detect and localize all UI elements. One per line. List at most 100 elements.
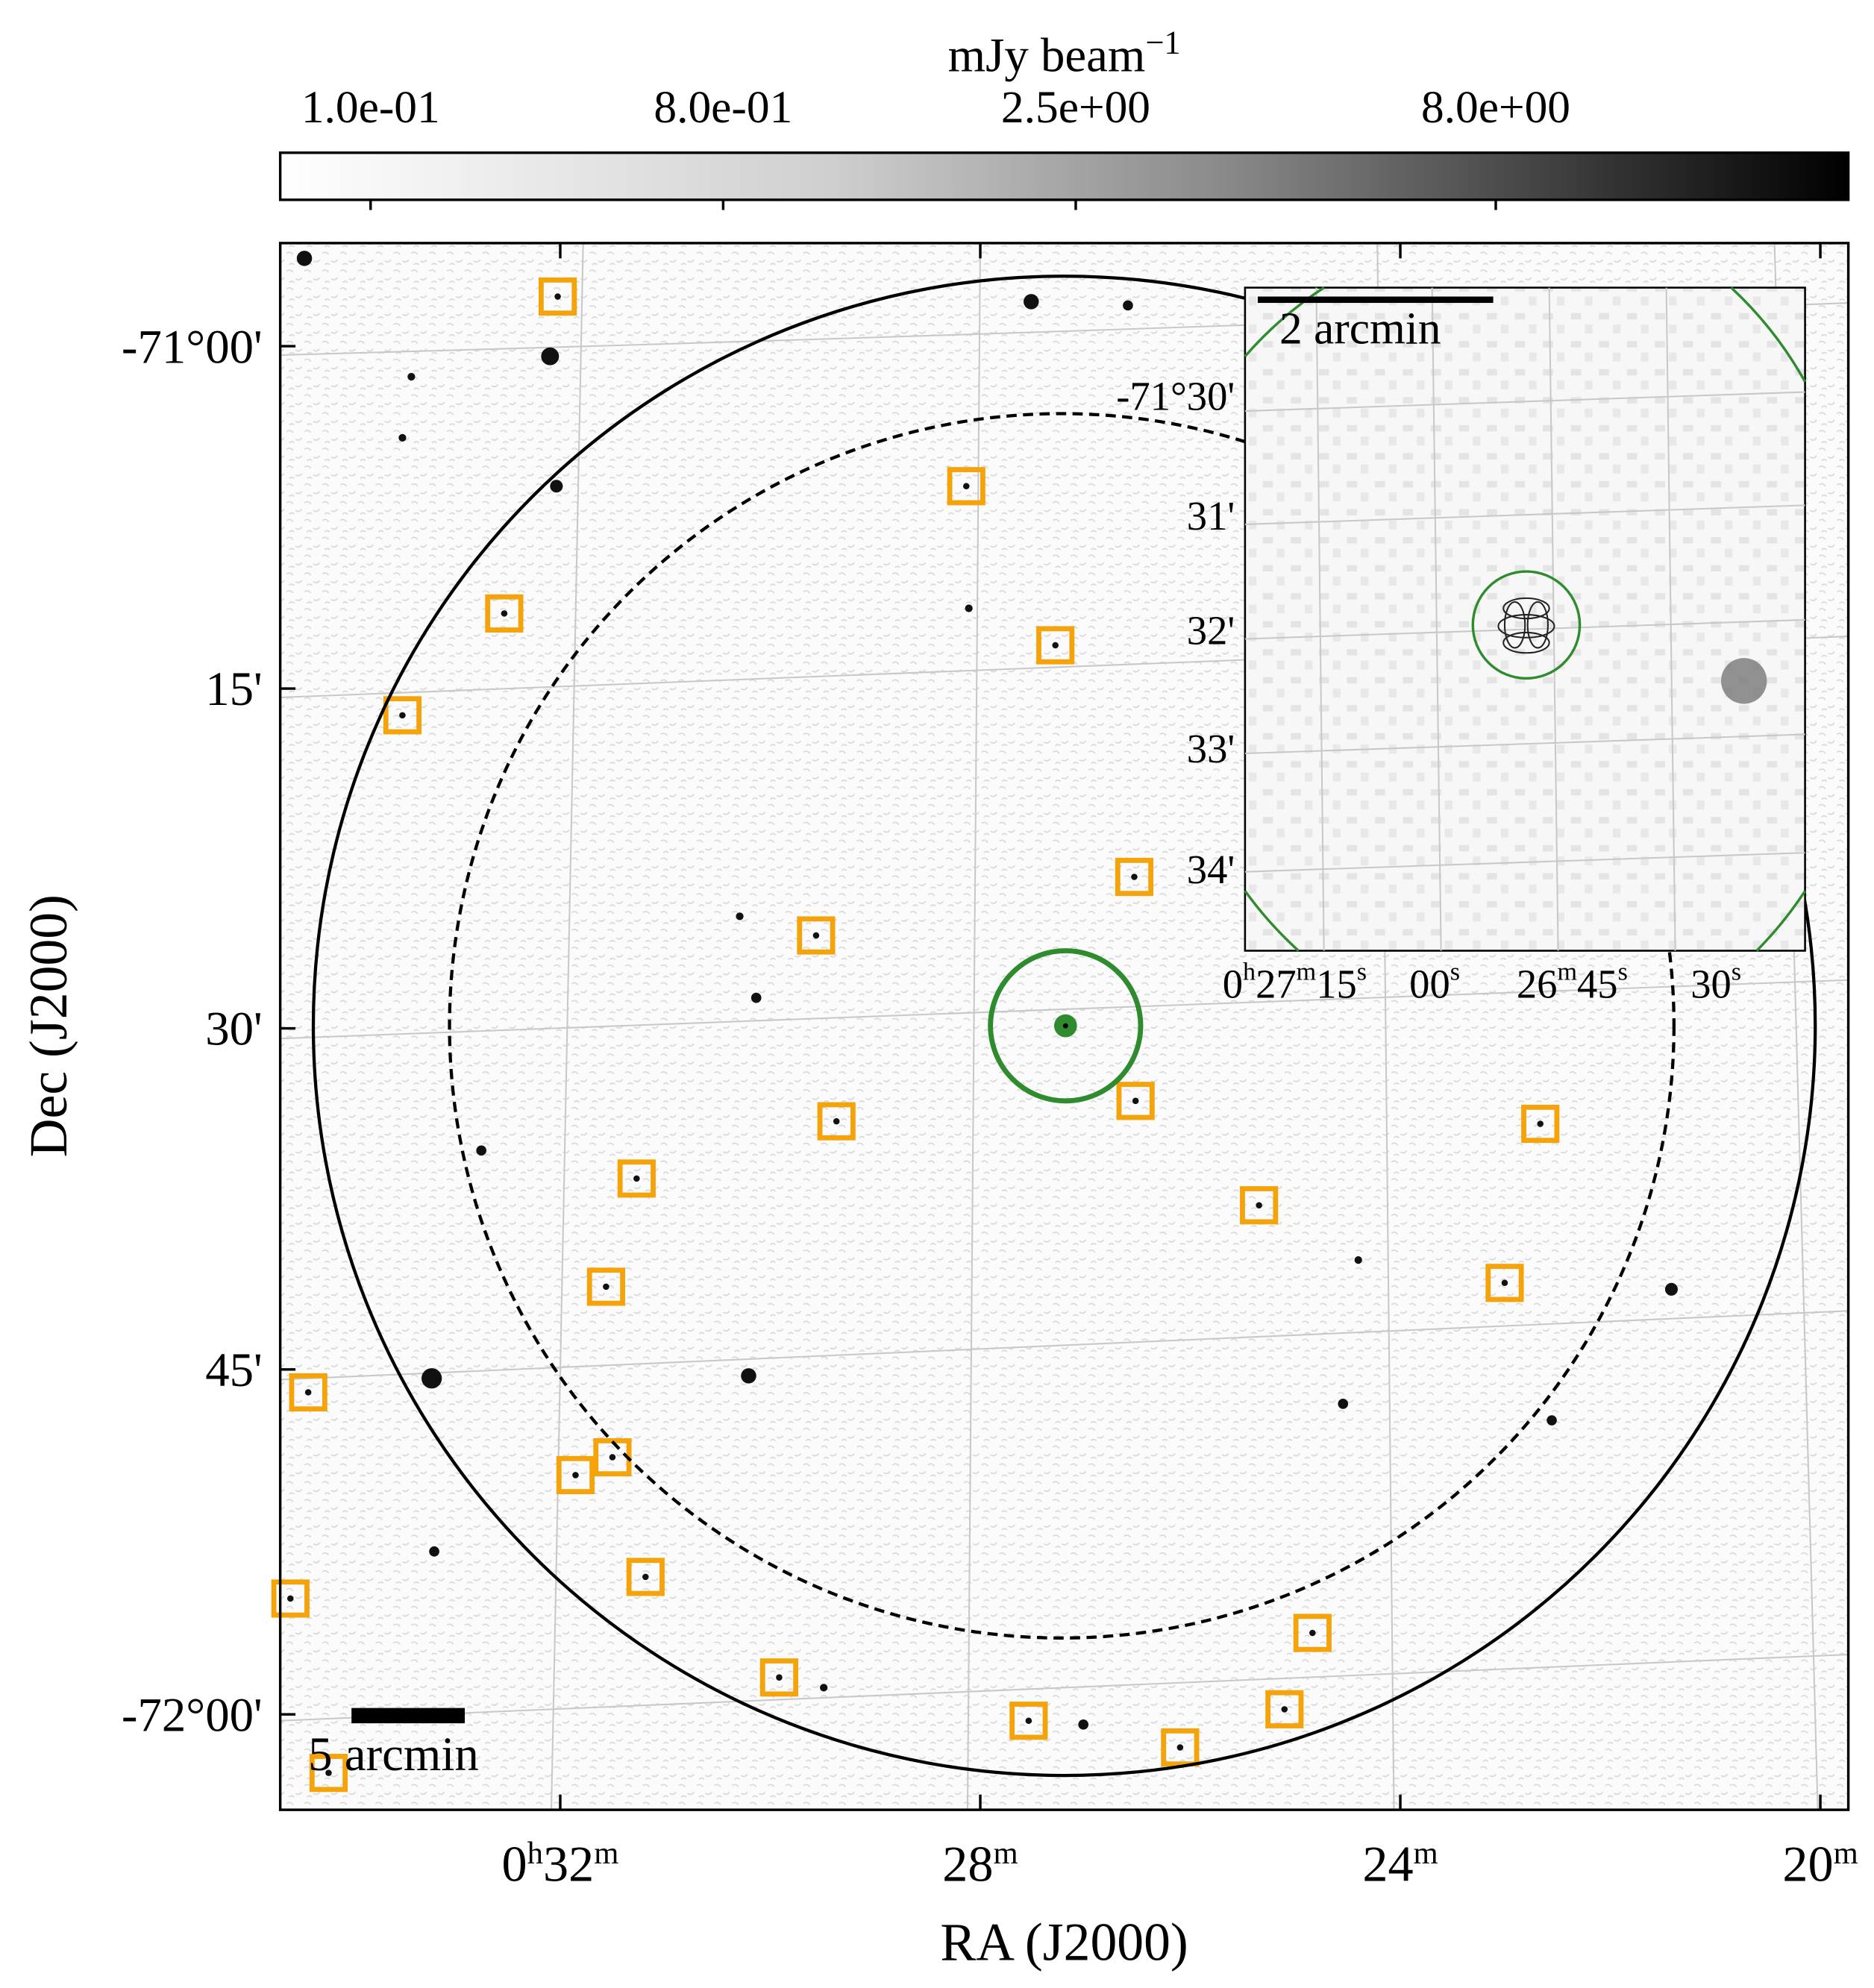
source	[1281, 1706, 1288, 1713]
scale-bar-label: 5 arcmin	[308, 1728, 479, 1781]
source	[1664, 1282, 1678, 1296]
x-tick-label: 20m	[1782, 1836, 1858, 1893]
source	[1176, 1744, 1184, 1751]
tick-label-superscript: s	[1357, 959, 1367, 986]
main-ticks: 0h32m 28m 24m 20m-71°00'15'30'45'-72°00'	[122, 320, 1858, 1892]
grid-line	[1244, 733, 1805, 755]
source	[398, 433, 407, 442]
tick-label-superscript: s	[1732, 959, 1741, 986]
inset-source	[1720, 658, 1767, 704]
source	[476, 1145, 487, 1156]
source	[304, 1389, 312, 1396]
tick-label-part: 24	[1362, 1836, 1413, 1893]
source	[550, 480, 563, 493]
x-tick-label: 0h27m15s	[1223, 959, 1367, 1007]
source	[325, 1769, 332, 1776]
tick-label-superscript: s	[1450, 959, 1460, 986]
target-center	[1062, 1023, 1068, 1029]
detection-box	[1521, 1104, 1560, 1144]
inset-y-tick-label: 33'	[1187, 726, 1235, 771]
tick-label-superscript: m	[1414, 1836, 1438, 1871]
source	[750, 992, 762, 1003]
source	[1338, 1399, 1349, 1409]
grid-line	[1244, 391, 1805, 413]
tick-label-part: 0	[1223, 962, 1243, 1007]
tick-label-superscript: s	[1618, 959, 1628, 986]
tick-label-part: 0	[502, 1836, 527, 1893]
x-tick-label: 00s	[1409, 959, 1460, 1007]
source	[501, 610, 508, 617]
tick-label-part: 30	[1690, 962, 1732, 1007]
source	[1537, 1120, 1544, 1127]
colorbar-ticks: 1.0e-01 8.0e-01 2.5e+00 8.0e+00	[301, 82, 1570, 210]
detection-box	[817, 1102, 856, 1141]
inset-scale-bar	[1257, 296, 1494, 304]
source	[1256, 1202, 1262, 1208]
target-circle	[988, 948, 1144, 1104]
tick-label-part: 20	[1782, 1836, 1833, 1893]
tick-label-part: 27	[1256, 962, 1297, 1007]
detection-box	[271, 1579, 310, 1618]
x-tick-label: 0h32m	[502, 1836, 619, 1893]
x-tick-label: 26m45s	[1517, 959, 1628, 1007]
source	[554, 293, 561, 300]
x-axis-label: RA (J2000)	[940, 1913, 1188, 1972]
colorbar-label-exponent: −1	[1145, 24, 1180, 61]
tick-label-superscript: h	[1243, 959, 1256, 986]
detection-box	[309, 1754, 348, 1793]
grid-line	[1315, 287, 1325, 951]
tick-label-superscript: m	[1834, 1836, 1858, 1871]
scale-bar	[351, 1708, 466, 1724]
colorbar-label: mJy beam−1	[948, 24, 1181, 83]
source	[1024, 294, 1039, 310]
inset-green-circle	[1471, 570, 1582, 680]
grid-line	[280, 1310, 1849, 1381]
detection-box	[617, 1159, 656, 1198]
detection-box	[383, 696, 422, 735]
inner-circle	[448, 412, 1676, 1640]
source	[633, 1175, 640, 1182]
y-tick-label: -72°00'	[122, 1688, 263, 1742]
y-tick-label: 45'	[205, 1343, 263, 1397]
tick-label-part: 00	[1409, 962, 1450, 1007]
y-axis-label: Dec (J2000)	[19, 894, 78, 1157]
tick-label-superscript: m	[1557, 959, 1577, 986]
tick-marks	[280, 242, 1822, 1810]
source	[399, 712, 406, 719]
source	[1078, 1719, 1089, 1730]
detection-box	[586, 1267, 625, 1306]
tick-label-part: 15	[1316, 962, 1357, 1007]
source	[296, 251, 313, 266]
colorbar-tick-label: 8.0e+00	[1421, 82, 1570, 133]
grid-line	[280, 1653, 1849, 1722]
tick-label-part: 26	[1517, 962, 1558, 1007]
y-tick-label: 15'	[205, 662, 263, 716]
detection-box	[1161, 1728, 1200, 1767]
source	[1309, 1629, 1316, 1637]
x-tick-label: 28m	[942, 1836, 1018, 1893]
source	[1025, 1717, 1032, 1724]
inset-scale-bar-label: 2 arcmin	[1279, 304, 1441, 354]
colorbar-tick-label: 1.0e-01	[301, 82, 440, 133]
contour	[1503, 601, 1526, 649]
grid-line	[1431, 287, 1442, 951]
grid-line	[551, 242, 584, 1810]
tick-label-part: 28	[942, 1836, 993, 1893]
source	[776, 1674, 783, 1681]
grid-line	[1665, 287, 1676, 951]
source	[965, 604, 973, 612]
colorbar-tick-label: 8.0e-01	[654, 82, 792, 133]
inset-ticks: -71°30'31'32'33'34'0h27m15s 00s 26m45s 30s	[1116, 373, 1741, 1006]
contour	[1497, 614, 1555, 639]
source	[642, 1573, 649, 1581]
y-tick-label: -71°00'	[122, 320, 263, 374]
tick-label-superscript: m	[1297, 959, 1317, 986]
source	[287, 1595, 294, 1602]
sources	[296, 251, 1678, 1730]
source	[1132, 1097, 1139, 1105]
inset-y-tick-label: 32'	[1187, 607, 1235, 653]
source	[820, 1684, 828, 1692]
contour	[1502, 597, 1550, 620]
colorbar-label-text: mJy beam	[948, 29, 1146, 83]
